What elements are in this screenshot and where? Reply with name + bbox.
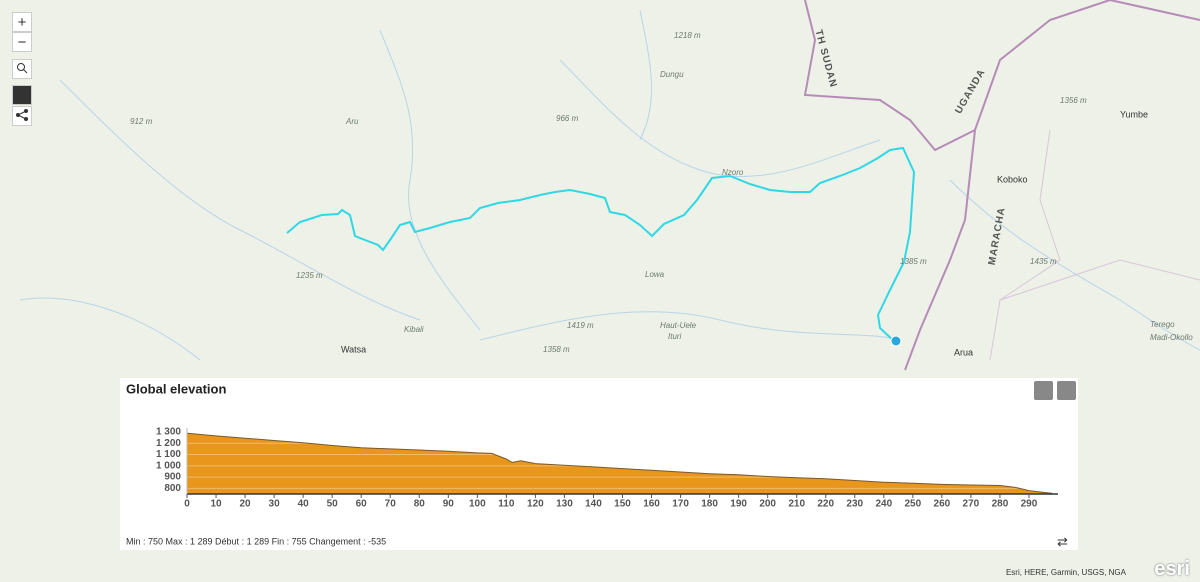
map-label: 912 m bbox=[130, 117, 153, 126]
map-label: Kibali bbox=[404, 325, 424, 334]
admin-borders bbox=[989, 129, 1200, 361]
zoom-out[interactable]: − bbox=[12, 32, 32, 52]
share-icon bbox=[16, 109, 28, 121]
profile-button[interactable] bbox=[1057, 381, 1076, 400]
esri-logo: esri bbox=[1154, 558, 1190, 580]
map-label: Arua bbox=[954, 347, 973, 357]
map-label: 1419 m bbox=[567, 321, 594, 330]
basemap-button[interactable] bbox=[12, 85, 32, 105]
route bbox=[286, 146, 916, 343]
map-label: Watsa bbox=[341, 344, 366, 354]
swap-button[interactable]: ⇄ bbox=[1057, 534, 1068, 549]
map-label: Nzoro bbox=[722, 168, 744, 177]
map-label: Madi-Okollo bbox=[1150, 333, 1193, 342]
map-label: 1356 m bbox=[1060, 96, 1087, 105]
zoom-in[interactable]: + bbox=[12, 12, 32, 32]
rivers bbox=[19, 9, 1200, 361]
map-label: 1218 m bbox=[674, 31, 701, 40]
map-label: 966 m bbox=[556, 114, 579, 123]
map-label: 1235 m bbox=[296, 271, 323, 280]
map-label: Dungu bbox=[660, 70, 684, 79]
share-button[interactable] bbox=[12, 106, 32, 126]
map-label: 1385 m bbox=[900, 257, 927, 266]
map-label: Terego bbox=[1150, 320, 1175, 329]
borders bbox=[803, 0, 1200, 371]
search-button[interactable] bbox=[12, 59, 32, 79]
route-end bbox=[890, 335, 902, 347]
map-label: Yumbe bbox=[1120, 109, 1148, 119]
attribution: Esri, HERE, Garmin, USGS, NGA bbox=[1005, 568, 1126, 577]
map-label: 1358 m bbox=[543, 345, 570, 354]
elevation-panel bbox=[120, 378, 1078, 550]
map-label: 1435 m bbox=[1030, 257, 1057, 266]
search-icon bbox=[17, 63, 28, 74]
edit-button[interactable] bbox=[1034, 381, 1053, 400]
map-label: Lowa bbox=[645, 270, 665, 279]
map-label: Koboko bbox=[997, 174, 1028, 184]
map-label: Aru bbox=[345, 117, 359, 126]
map-label: Ituri bbox=[668, 332, 682, 341]
map-label: Haut-Uele bbox=[660, 321, 697, 330]
